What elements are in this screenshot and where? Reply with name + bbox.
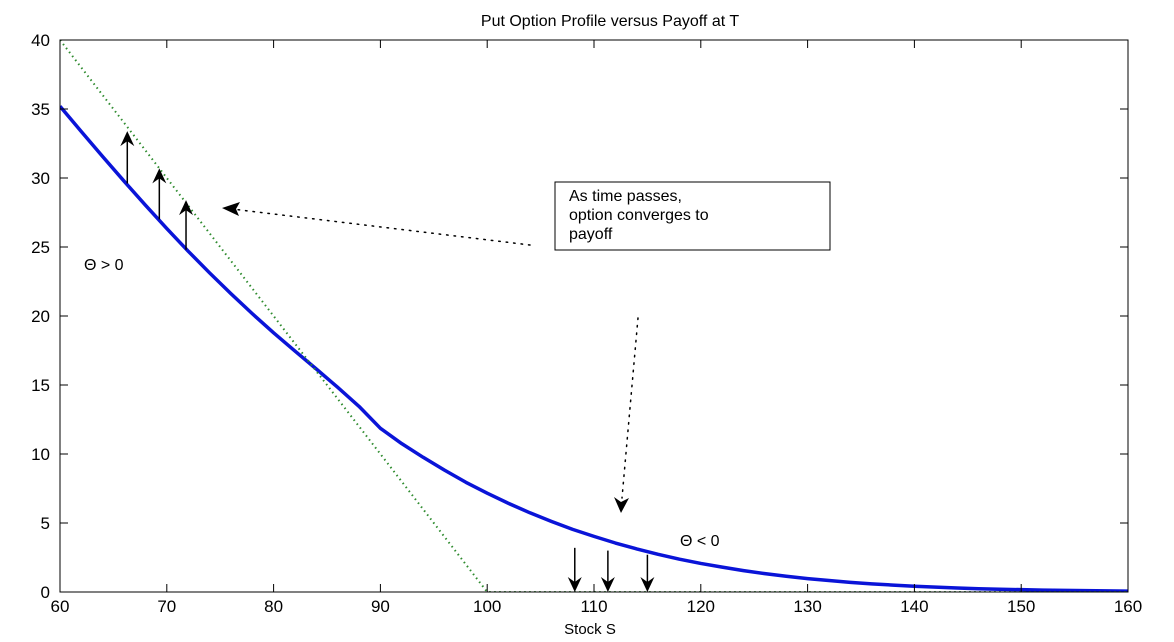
- y-tick-label: 15: [31, 376, 50, 395]
- payoff-line: [60, 40, 1128, 592]
- y-tick-label: 0: [41, 583, 50, 602]
- annotation-line-2: option converges to: [569, 207, 709, 224]
- x-tick-label: 60: [51, 597, 70, 616]
- y-tick-label: 30: [31, 169, 50, 188]
- x-tick-label: 160: [1114, 597, 1142, 616]
- y-tick-label: 20: [31, 307, 50, 326]
- leader-arrowhead-down: [614, 497, 629, 513]
- x-axis-label: Stock S: [564, 621, 616, 638]
- up-arrow-head: [179, 200, 194, 216]
- x-tick-label: 120: [687, 597, 715, 616]
- annotation-line-3: payoff: [569, 226, 613, 243]
- y-tick-label: 10: [31, 445, 50, 464]
- x-tick-label: 140: [900, 597, 928, 616]
- x-tick-label: 80: [264, 597, 283, 616]
- leader-arrowhead-left: [222, 202, 240, 216]
- up-arrow-head: [152, 168, 167, 184]
- x-tick-label: 130: [793, 597, 821, 616]
- down-arrow-head: [600, 577, 615, 592]
- y-tick-label: 25: [31, 238, 50, 257]
- x-tick-label: 70: [157, 597, 176, 616]
- option-value-line: [60, 105, 1128, 592]
- annotation-box: [554, 181, 831, 251]
- y-tick-label: 40: [31, 31, 50, 50]
- leader-arrow-left: [231, 208, 531, 246]
- down-arrow-head: [567, 577, 582, 592]
- x-tick-label: 110: [580, 597, 607, 616]
- y-tick-label: 35: [31, 100, 50, 119]
- annotation-line-1: As time passes,: [569, 188, 682, 205]
- plot-frame: [59, 39, 1129, 593]
- theta-negative-label: Θ < 0: [680, 533, 720, 550]
- up-arrow-head: [120, 131, 135, 147]
- x-tick-label: 100: [473, 597, 501, 616]
- x-tick-label: 90: [371, 597, 390, 616]
- y-tick-label: 5: [41, 514, 50, 533]
- down-arrow-head: [640, 577, 655, 592]
- x-tick-label: 150: [1007, 597, 1035, 616]
- chart-title: Put Option Profile versus Payoff at T: [481, 13, 739, 30]
- leader-arrow-down: [621, 317, 639, 499]
- theta-positive-label: Θ > 0: [84, 257, 124, 274]
